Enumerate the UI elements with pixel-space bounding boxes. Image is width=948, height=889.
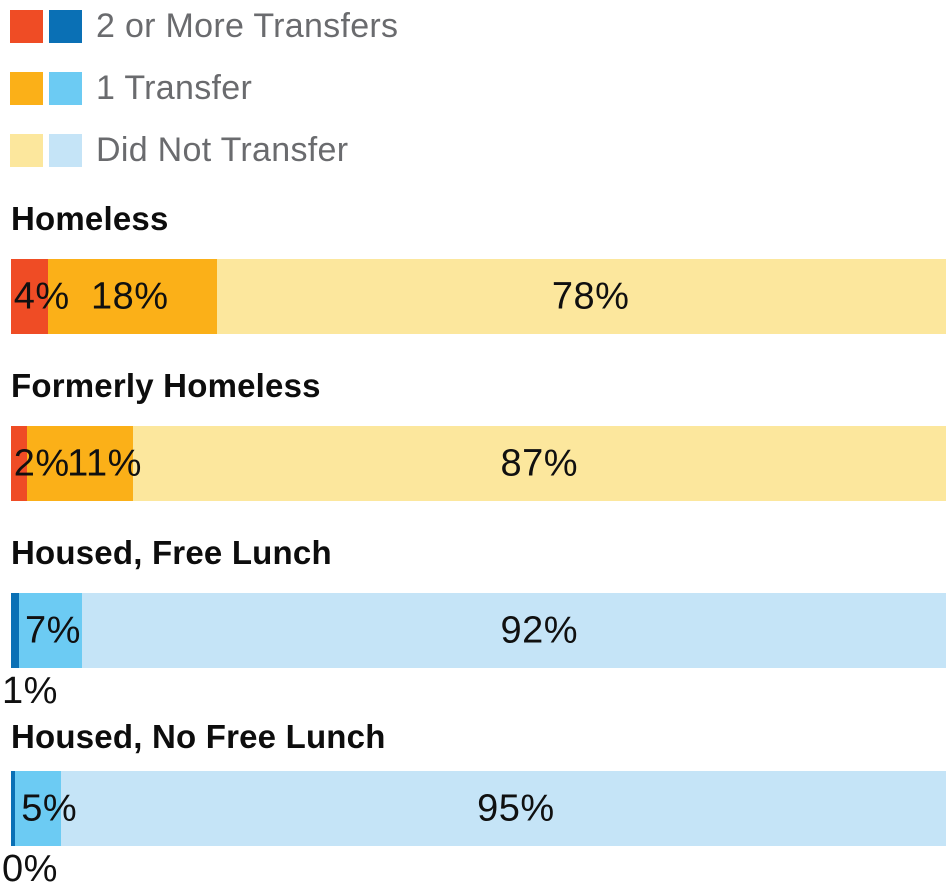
segment-value-label: 7%	[25, 609, 81, 651]
legend-swatch-icon	[10, 10, 43, 43]
chart-section: Homeless 4% 18% 78%	[0, 199, 948, 334]
bar-segment	[48, 259, 217, 334]
segment-value-label: 92%	[500, 609, 579, 651]
stacked-bar: 5% 95%	[11, 771, 946, 846]
stacked-bar: 4% 18% 78%	[11, 259, 946, 334]
bar-segment	[216, 259, 946, 334]
legend-swatch-icon	[49, 72, 82, 105]
stacked-bar: 2% 11% 87%	[11, 426, 946, 501]
category-title: Housed, Free Lunch	[11, 534, 332, 571]
segment-value-label: 4%	[13, 275, 70, 317]
legend-swatch-icon	[49, 134, 82, 167]
category-title: Formerly Homeless	[11, 367, 321, 404]
legend-item: 2 or More Transfers	[10, 7, 948, 45]
chart-section: Housed, No Free Lunch 5% 95% 0%	[0, 717, 948, 889]
legend-item: Did Not Transfer	[10, 131, 948, 169]
bar-segment	[11, 426, 27, 501]
stacked-bar-chart: 2 or More Transfers 1 Transfer Did Not Tra…	[0, 7, 948, 889]
legend-swatch-icon	[49, 10, 82, 43]
bar-segment	[60, 771, 946, 846]
segment-value-label: 11%	[67, 442, 142, 484]
legend-label: 1 Transfer	[96, 69, 253, 107]
bar-segment	[11, 259, 49, 334]
bar-segment	[11, 771, 16, 846]
segment-value-label-below: 0%	[2, 848, 58, 889]
category-title: Housed, No Free Lunch	[11, 718, 386, 755]
bar-segment	[82, 593, 946, 668]
legend-swatch-icon	[10, 134, 43, 167]
legend-label: 2 or More Transfers	[96, 7, 399, 45]
legend: 2 or More Transfers 1 Transfer Did Not Tra…	[10, 7, 948, 169]
stacked-bar: 7% 92%	[11, 593, 946, 668]
bar-segment	[15, 771, 61, 846]
category-title: Homeless	[11, 200, 169, 237]
bar-segment	[132, 426, 946, 501]
legend-item: 1 Transfer	[10, 69, 948, 107]
segment-value-label: 18%	[90, 275, 169, 317]
segment-value-label: 95%	[477, 787, 555, 829]
segment-value-label: 2%	[13, 442, 70, 484]
legend-label: Did Not Transfer	[96, 131, 349, 169]
segment-value-label: 87%	[500, 442, 579, 484]
segment-value-label: 5%	[21, 787, 78, 829]
bar-segment	[11, 593, 20, 668]
chart-rows: Homeless 4% 18% 78% Formerly Homeless 2% 11% 87…	[0, 199, 948, 889]
bar-segment	[26, 426, 133, 501]
chart-section: Formerly Homeless 2% 11% 87%	[0, 366, 948, 501]
bar-segment	[19, 593, 83, 668]
legend-swatch-icon	[10, 72, 43, 105]
segment-value-label-below: 1%	[2, 670, 58, 712]
segment-value-label: 78%	[551, 275, 630, 317]
chart-section: Housed, Free Lunch 7% 92% 1%	[0, 533, 948, 713]
